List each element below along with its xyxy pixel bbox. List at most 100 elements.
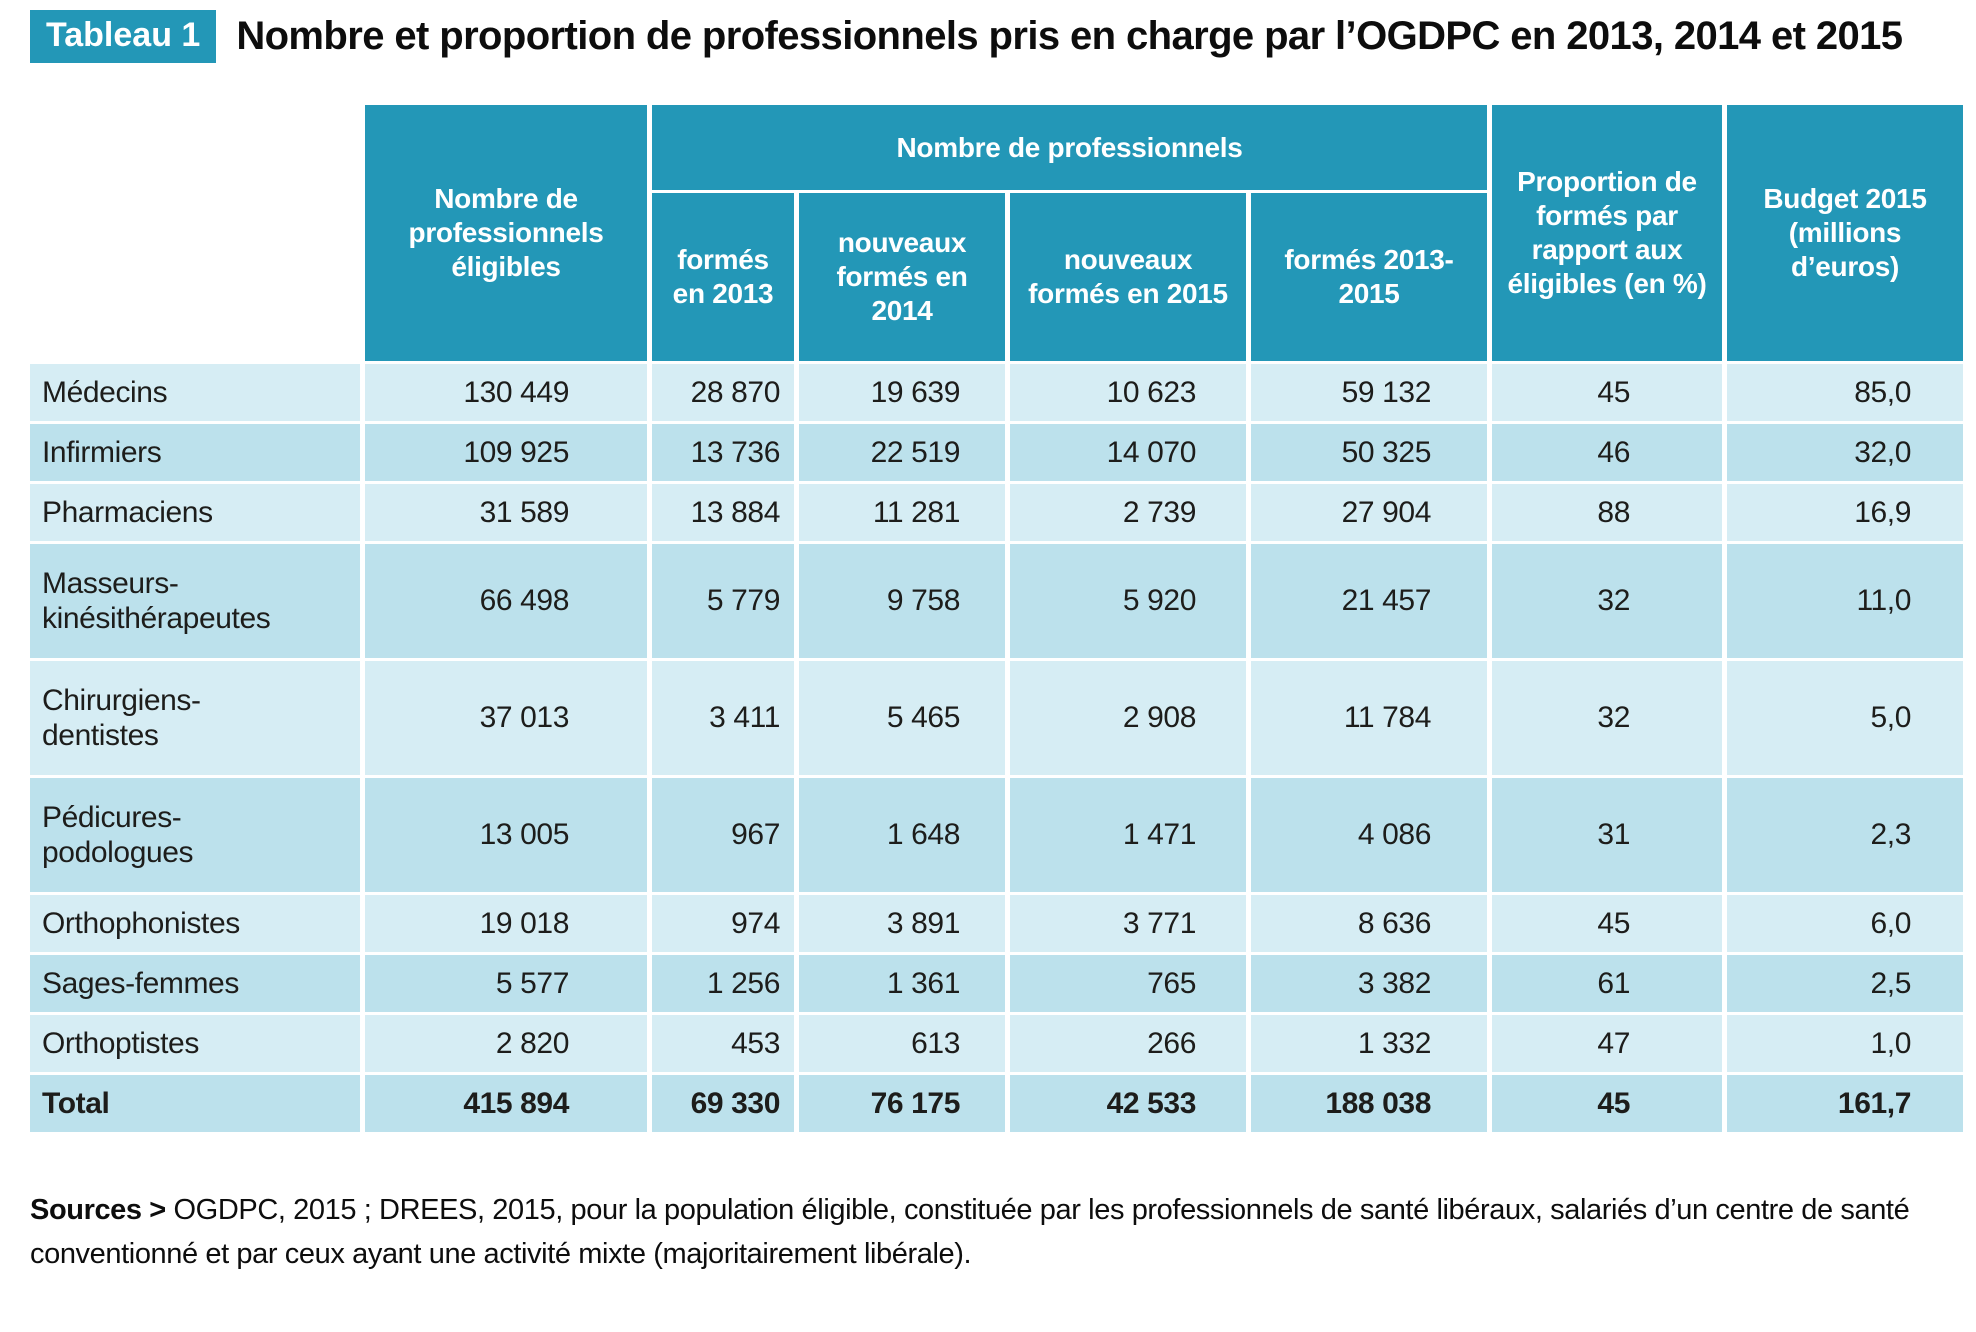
page-title: Tableau 1 Nombre et proportion de profess… <box>30 10 1950 66</box>
cell-value: 4 086 <box>1251 778 1487 893</box>
table-header: Nombre de professionnels éligibles Nombr… <box>30 105 1963 362</box>
header-nouveaux-formes-2014: nouveaux formés en 2014 <box>799 193 1005 362</box>
cell-value: 161,7 <box>1727 1075 1963 1133</box>
cell-value: 85,0 <box>1727 364 1963 422</box>
header-eligibles: Nombre de professionnels éligibles <box>365 105 647 362</box>
cell-value: 2 739 <box>1010 484 1246 542</box>
cell-value: 27 904 <box>1251 484 1487 542</box>
cell-value: 42 533 <box>1010 1075 1246 1133</box>
table-row-pedicures-podologues: Pédicures- podologues 13 005 967 1 648 1… <box>30 778 1963 893</box>
cell-value: 1 471 <box>1010 778 1246 893</box>
sources-label: Sources > <box>30 1194 166 1227</box>
cell-value: 13 884 <box>652 484 794 542</box>
table-row-orthophonistes: Orthophonistes 19 018 974 3 891 3 771 8 … <box>30 895 1963 953</box>
cell-value: 415 894 <box>365 1075 647 1133</box>
cell-value: 47 <box>1492 1015 1722 1073</box>
row-label: Chirurgiens- dentistes <box>30 661 360 776</box>
cell-value: 188 038 <box>1251 1075 1487 1133</box>
cell-value: 22 519 <box>799 424 1005 482</box>
cell-value: 1 361 <box>799 955 1005 1013</box>
row-label: Orthoptistes <box>30 1015 360 1073</box>
row-label: Orthophonistes <box>30 895 360 953</box>
cell-value: 11 784 <box>1251 661 1487 776</box>
table-row-total: Total 415 894 69 330 76 175 42 533 188 0… <box>30 1075 1963 1133</box>
table-row-medecins: Médecins 130 449 28 870 19 639 10 623 59… <box>30 364 1963 422</box>
header-proportion: Proportion de formés par rapport aux éli… <box>1492 105 1722 362</box>
table-title-text: Nombre et proportion de professionnels p… <box>236 14 1903 58</box>
cell-value: 21 457 <box>1251 544 1487 659</box>
cell-value: 32 <box>1492 544 1722 659</box>
sources-text: OGDPC, 2015 ; DREES, 2015, pour la popul… <box>30 1194 1910 1270</box>
cell-value: 28 870 <box>652 364 794 422</box>
sources-note: Sources > OGDPC, 2015 ; DREES, 2015, pou… <box>30 1189 1946 1276</box>
header-nouveaux-formes-2015: nouveaux formés en 2015 <box>1010 193 1246 362</box>
cell-value: 765 <box>1010 955 1246 1013</box>
cell-value: 9 758 <box>799 544 1005 659</box>
row-label: Sages-femmes <box>30 955 360 1013</box>
cell-value: 1,0 <box>1727 1015 1963 1073</box>
cell-value: 13 736 <box>652 424 794 482</box>
cell-value: 45 <box>1492 895 1722 953</box>
row-label: Pédicures- podologues <box>30 778 360 893</box>
ogdpc-professionals-table: Nombre de professionnels éligibles Nombr… <box>25 102 1968 1135</box>
cell-value: 1 332 <box>1251 1015 1487 1073</box>
cell-value: 13 005 <box>365 778 647 893</box>
header-budget-2015: Budget 2015 (millions d’euros) <box>1727 105 1963 362</box>
cell-value: 32 <box>1492 661 1722 776</box>
cell-value: 2 820 <box>365 1015 647 1073</box>
cell-value: 2,3 <box>1727 778 1963 893</box>
cell-value: 11 281 <box>799 484 1005 542</box>
row-label: Total <box>30 1075 360 1133</box>
cell-value: 5 465 <box>799 661 1005 776</box>
cell-value: 5 779 <box>652 544 794 659</box>
header-group-nombre-professionnels: Nombre de professionnels <box>652 105 1487 191</box>
cell-value: 5 577 <box>365 955 647 1013</box>
row-label: Médecins <box>30 364 360 422</box>
table-row-pharmaciens: Pharmaciens 31 589 13 884 11 281 2 739 2… <box>30 484 1963 542</box>
table-number-badge: Tableau 1 <box>30 10 217 64</box>
cell-value: 19 639 <box>799 364 1005 422</box>
cell-value: 45 <box>1492 1075 1722 1133</box>
cell-value: 613 <box>799 1015 1005 1073</box>
cell-value: 66 498 <box>365 544 647 659</box>
cell-value: 5,0 <box>1727 661 1963 776</box>
cell-value: 76 175 <box>799 1075 1005 1133</box>
cell-value: 3 891 <box>799 895 1005 953</box>
cell-value: 2 908 <box>1010 661 1246 776</box>
cell-value: 6,0 <box>1727 895 1963 953</box>
cell-value: 46 <box>1492 424 1722 482</box>
cell-value: 10 623 <box>1010 364 1246 422</box>
cell-value: 453 <box>652 1015 794 1073</box>
cell-value: 69 330 <box>652 1075 794 1133</box>
cell-value: 8 636 <box>1251 895 1487 953</box>
cell-value: 3 411 <box>652 661 794 776</box>
table-row-orthoptistes: Orthoptistes 2 820 453 613 266 1 332 47 … <box>30 1015 1963 1073</box>
cell-value: 974 <box>652 895 794 953</box>
cell-value: 31 <box>1492 778 1722 893</box>
cell-value: 88 <box>1492 484 1722 542</box>
cell-value: 32,0 <box>1727 424 1963 482</box>
cell-value: 37 013 <box>365 661 647 776</box>
row-label: Pharmaciens <box>30 484 360 542</box>
row-label: Masseurs- kinésithérapeutes <box>30 544 360 659</box>
cell-value: 5 920 <box>1010 544 1246 659</box>
cell-value: 2,5 <box>1727 955 1963 1013</box>
cell-value: 59 132 <box>1251 364 1487 422</box>
cell-value: 3 382 <box>1251 955 1487 1013</box>
header-formes-2013: formés en 2013 <box>652 193 794 362</box>
cell-value: 45 <box>1492 364 1722 422</box>
cell-value: 16,9 <box>1727 484 1963 542</box>
table-row-sages-femmes: Sages-femmes 5 577 1 256 1 361 765 3 382… <box>30 955 1963 1013</box>
header-blank-cell <box>30 105 360 361</box>
table-body: Médecins 130 449 28 870 19 639 10 623 59… <box>30 364 1963 1133</box>
cell-value: 61 <box>1492 955 1722 1013</box>
cell-value: 3 771 <box>1010 895 1246 953</box>
cell-value: 11,0 <box>1727 544 1963 659</box>
cell-value: 1 648 <box>799 778 1005 893</box>
cell-value: 19 018 <box>365 895 647 953</box>
header-formes-2013-2015: formés 2013-2015 <box>1251 193 1487 362</box>
cell-value: 109 925 <box>365 424 647 482</box>
cell-value: 50 325 <box>1251 424 1487 482</box>
cell-value: 31 589 <box>365 484 647 542</box>
cell-value: 266 <box>1010 1015 1246 1073</box>
